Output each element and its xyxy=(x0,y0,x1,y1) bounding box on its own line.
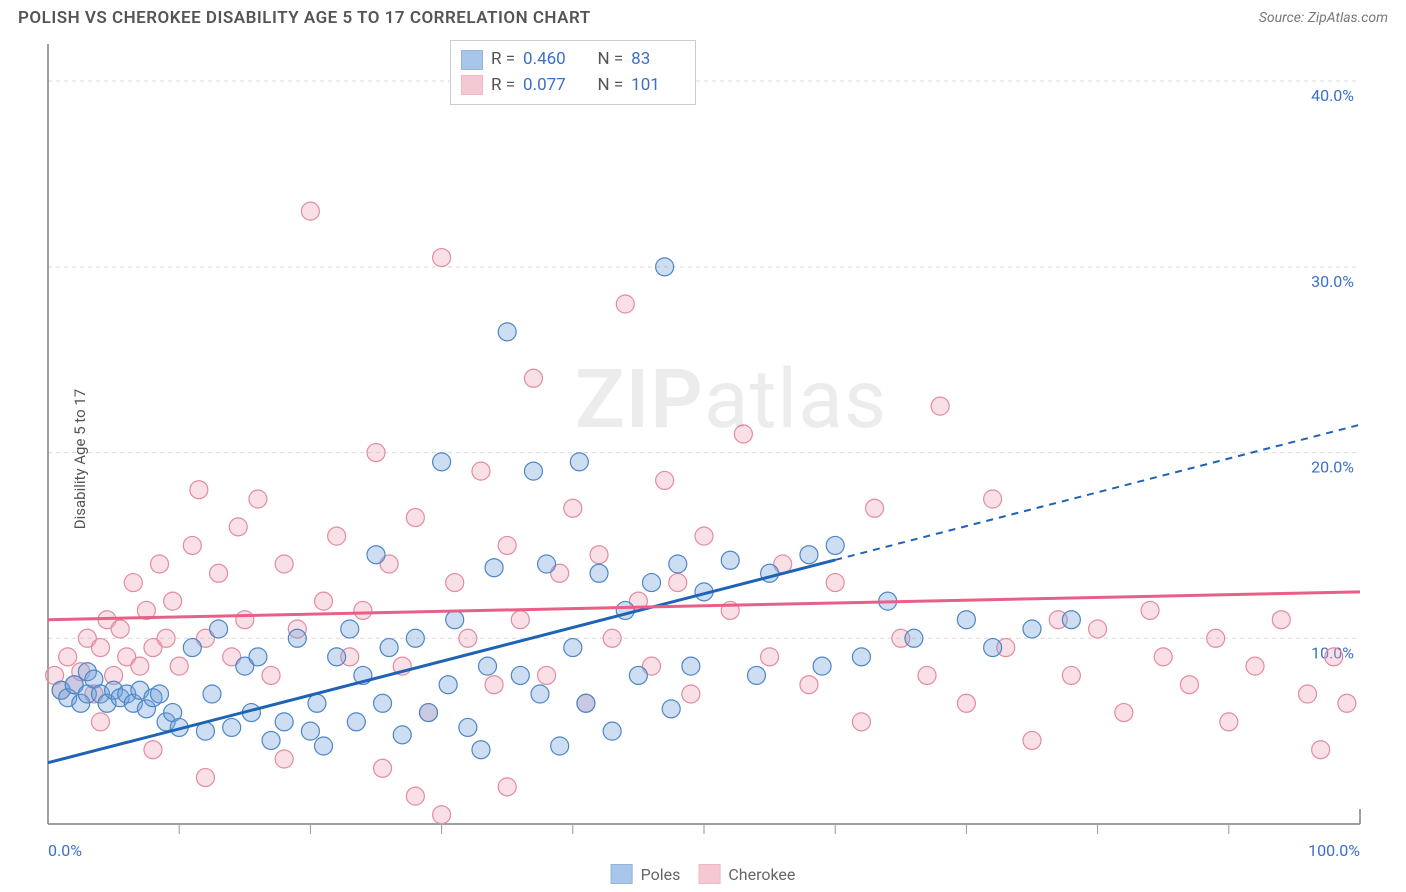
legend-label: Cherokee xyxy=(728,865,795,884)
legend-swatch xyxy=(461,50,483,70)
chart-title: POLISH VS CHEROKEE DISABILITY AGE 5 TO 1… xyxy=(18,8,591,28)
svg-text:100.0%: 100.0% xyxy=(1308,841,1360,860)
legend-item: Poles xyxy=(611,864,681,884)
svg-text:0.0%: 0.0% xyxy=(48,841,82,860)
legend-swatch xyxy=(611,864,633,884)
y-axis-label: Disability Age 5 to 17 xyxy=(71,389,89,529)
series-legend: Poles Cherokee xyxy=(611,864,796,884)
svg-text:20.0%: 20.0% xyxy=(1311,458,1354,477)
legend-item: Cherokee xyxy=(698,864,795,884)
scatter-chart: 10.0%20.0%30.0%40.0%0.0%100.0% xyxy=(0,34,1406,884)
svg-text:30.0%: 30.0% xyxy=(1311,272,1354,291)
legend-swatch xyxy=(461,75,483,95)
chart-container: Disability Age 5 to 17 ZIPatlas 10.0%20.… xyxy=(0,34,1406,884)
legend-stat-row: R = 0.077 N = 101 xyxy=(461,73,681,99)
svg-text:40.0%: 40.0% xyxy=(1311,86,1354,105)
legend-label: Poles xyxy=(641,865,681,884)
source-attribution: Source: ZipAtlas.com xyxy=(1259,10,1388,26)
legend-swatch xyxy=(698,864,720,884)
legend-stats-box: R = 0.460 N = 83R = 0.077 N = 101 xyxy=(450,40,696,105)
legend-stat-row: R = 0.460 N = 83 xyxy=(461,47,681,73)
